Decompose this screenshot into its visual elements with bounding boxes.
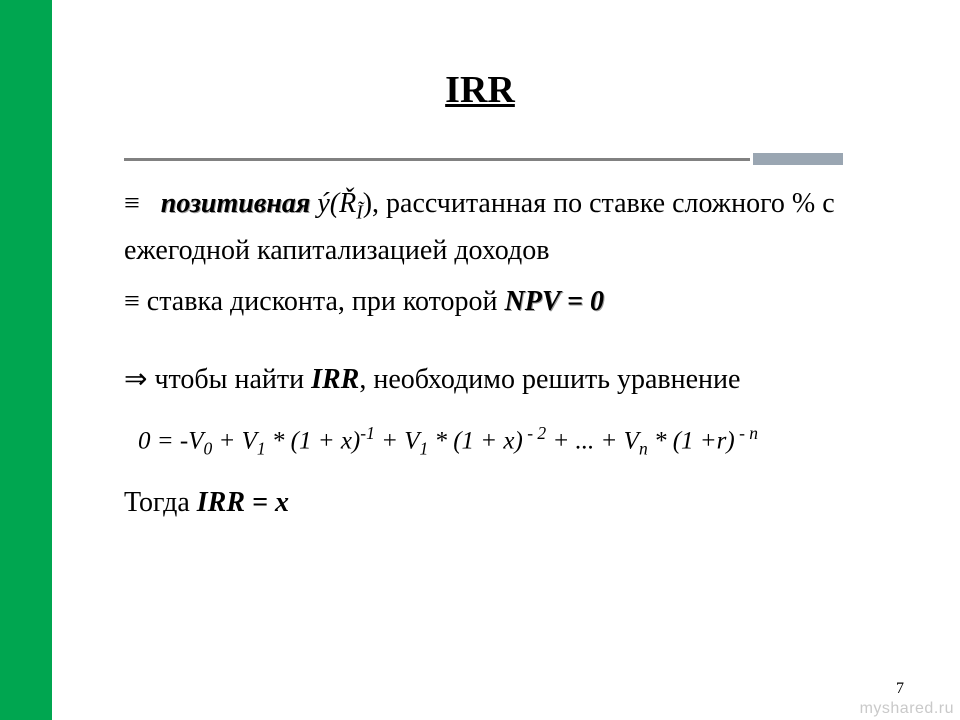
line3-prefix: чтобы найти — [147, 364, 311, 395]
body-content: ≡ позитивная ý(ŘĨ), рассчитанная по став… — [124, 182, 900, 533]
page-number: 7 — [896, 680, 904, 698]
result-line: Тогда IRR = x — [124, 481, 900, 524]
irr-equation: 0 = -V0 + V1 * (1 + x)-1 + V1 * (1 + x) … — [138, 423, 900, 459]
equiv-icon: ≡ — [124, 188, 140, 219]
f-s3: n — [639, 438, 648, 458]
f-p6: * (1 +r) — [648, 427, 735, 454]
bullet-2: ≡ ставка дисконта, при которой NPV = 0 — [124, 280, 900, 323]
equiv-icon: ≡ — [124, 286, 140, 317]
slide-title: IRR — [0, 68, 960, 112]
npv-zero: NPV = 0 — [505, 286, 604, 317]
irr-word: IRR — [311, 364, 359, 395]
word-positive: позитивная — [161, 188, 311, 219]
line3-suffix: , необходимо решить уравнение — [359, 364, 740, 395]
f-p3: + V — [375, 427, 420, 454]
implies-icon: ⇒ — [124, 364, 147, 395]
f-s2: 1 — [419, 438, 428, 458]
bullet-1: ≡ позитивная ý(ŘĨ), рассчитанная по став… — [124, 182, 900, 272]
f-e2: - 2 — [523, 423, 546, 443]
watermark: myshared.ru — [860, 700, 954, 718]
irr-eq-x: IRR = x — [197, 487, 289, 518]
f-p4: * (1 + x) — [428, 427, 523, 454]
line4-prefix: Тогда — [124, 487, 197, 518]
f-s0: 0 — [203, 438, 212, 458]
line1-part1: ý(Ř — [310, 188, 356, 219]
title-rule-long — [124, 158, 750, 161]
f-p0: 0 = -V — [138, 427, 203, 454]
bullet-3: ⇒ чтобы найти IRR, необходимо решить ура… — [124, 358, 900, 401]
f-p1: + V — [212, 427, 257, 454]
f-e1: -1 — [360, 423, 375, 443]
f-p5: + ... + V — [546, 427, 639, 454]
watermark-text: myshared.ru — [860, 700, 954, 717]
title-rule-short — [753, 153, 843, 165]
line2-prefix: ставка дисконта, при которой — [140, 286, 505, 317]
slide-page: IRR ≡ позитивная ý(ŘĨ), рассчитанная по … — [0, 0, 960, 720]
f-p2: * (1 + x) — [266, 427, 361, 454]
f-e3: - n — [735, 423, 758, 443]
f-s1: 1 — [257, 438, 266, 458]
